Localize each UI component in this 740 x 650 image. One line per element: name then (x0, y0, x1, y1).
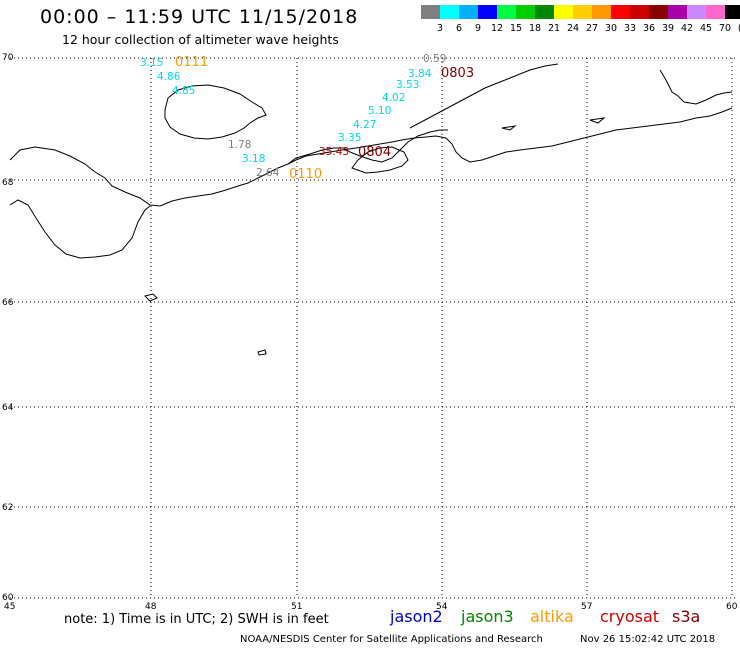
footer-note: note: 1) Time is in UTC; 2) SWH is in fe… (64, 612, 329, 627)
scale-label: 9 (474, 23, 482, 34)
lat-label: 60 (2, 593, 14, 603)
scale-label: 30 (604, 23, 618, 34)
pass-time-label: 0111 (175, 55, 208, 70)
scale-swatch (554, 5, 573, 19)
island-coastline (164, 84, 267, 140)
legend-jason3: jason3 (461, 607, 514, 626)
scale-swatch (687, 5, 706, 19)
scale-label: 3 (436, 23, 444, 34)
observation-label: 3.84 (408, 68, 432, 80)
lat-label: 68 (2, 178, 14, 188)
credit-line: NOAA/NESDIS Center for Satellite Applica… (240, 634, 543, 645)
scale-swatch (649, 5, 668, 19)
scale-swatch (440, 5, 459, 19)
map-subtitle: 12 hour collection of altimeter wave hei… (62, 32, 339, 47)
lon-label: 48 (145, 602, 157, 612)
lon-label: 45 (4, 602, 15, 612)
generation-timestamp: Nov 26 15:02:42 UTC 2018 (580, 634, 716, 645)
observation-label: 2.64 (256, 167, 280, 179)
island-fragment-1 (144, 293, 158, 302)
scale-label: 12 (490, 23, 504, 34)
scale-label: 18 (528, 23, 542, 34)
peninsula-coastline (287, 129, 448, 165)
scale-label: 36 (642, 23, 656, 34)
axis-labels: 70 68 66 64 62 60 45 48 51 54 57 60 (2, 53, 738, 612)
scale-swatch (516, 5, 535, 19)
scale-label: 45 (699, 23, 713, 34)
scale-label: 39 (661, 23, 675, 34)
map-title: 00:00 – 11:59 UTC 11/15/2018 (40, 6, 359, 28)
scale-swatch (421, 5, 440, 19)
graticule (10, 57, 736, 599)
scale-unit: (ft) (733, 23, 740, 34)
observation-label: 5.10 (368, 105, 391, 117)
observation-label: 35.43 (319, 146, 349, 158)
lon-label: 54 (436, 602, 448, 612)
observation-label: 1.78 (228, 139, 251, 151)
mainland-coastline (9, 107, 733, 207)
scale-swatch (725, 5, 740, 19)
island-fragment-4 (589, 117, 606, 124)
wave-observations: 3.15 0111 4.86 4.85 1.78 3.18 2.64 0110 … (140, 53, 474, 182)
island-fragment-3 (501, 125, 517, 131)
scale-swatch (497, 5, 516, 19)
lat-label: 62 (2, 503, 13, 513)
observation-label: 3.18 (242, 153, 265, 165)
island-fragment-2 (257, 349, 267, 356)
novaya-zemlya-coastline (409, 63, 559, 129)
scale-swatch (573, 5, 592, 19)
scale-label: 42 (680, 23, 694, 34)
lon-label: 51 (291, 602, 302, 612)
lat-label: 64 (2, 403, 14, 413)
lat-label: 66 (2, 298, 14, 308)
scale-label: 24 (566, 23, 580, 34)
scale-swatch (706, 5, 725, 19)
vaygach-coastline (351, 146, 409, 174)
western-shore (9, 199, 151, 259)
scale-label: 27 (585, 23, 599, 34)
scale-swatch (592, 5, 611, 19)
scale-swatch (630, 5, 649, 19)
observation-label: 4.86 (157, 71, 181, 83)
scale-swatch (668, 5, 687, 19)
legend-altika: altika (530, 607, 574, 626)
scale-label: 21 (547, 23, 561, 34)
scale-label: 6 (455, 23, 463, 34)
observation-label: 3.53 (396, 79, 419, 91)
scale-swatch (459, 5, 478, 19)
legend-cryosat: cryosat (600, 607, 660, 626)
pass-time-label: 0804 (358, 145, 391, 160)
lon-label: 57 (581, 602, 592, 612)
lon-label: 60 (726, 602, 738, 612)
coastlines (9, 63, 733, 356)
legend-s3a: s3a (672, 607, 701, 626)
northern-coastline (659, 69, 733, 105)
pass-time-label: 0803 (441, 66, 474, 81)
scale-label: 15 (509, 23, 523, 34)
observation-label: 4.27 (353, 119, 376, 131)
scale-swatch (535, 5, 554, 19)
observation-label: 0.59 (423, 53, 446, 65)
observation-label: 3.35 (338, 132, 361, 144)
legend-jason2: jason2 (390, 607, 443, 626)
observation-label: 4.85 (172, 85, 195, 97)
pass-time-label: 0110 (289, 167, 322, 182)
scale-label: 70 (718, 23, 732, 34)
scale-swatch (478, 5, 497, 19)
scale-label: 33 (623, 23, 637, 34)
lat-label: 70 (2, 53, 14, 63)
observation-label: 4.02 (382, 92, 405, 104)
observation-label: 3.15 (140, 57, 163, 69)
scale-swatch (611, 5, 630, 19)
